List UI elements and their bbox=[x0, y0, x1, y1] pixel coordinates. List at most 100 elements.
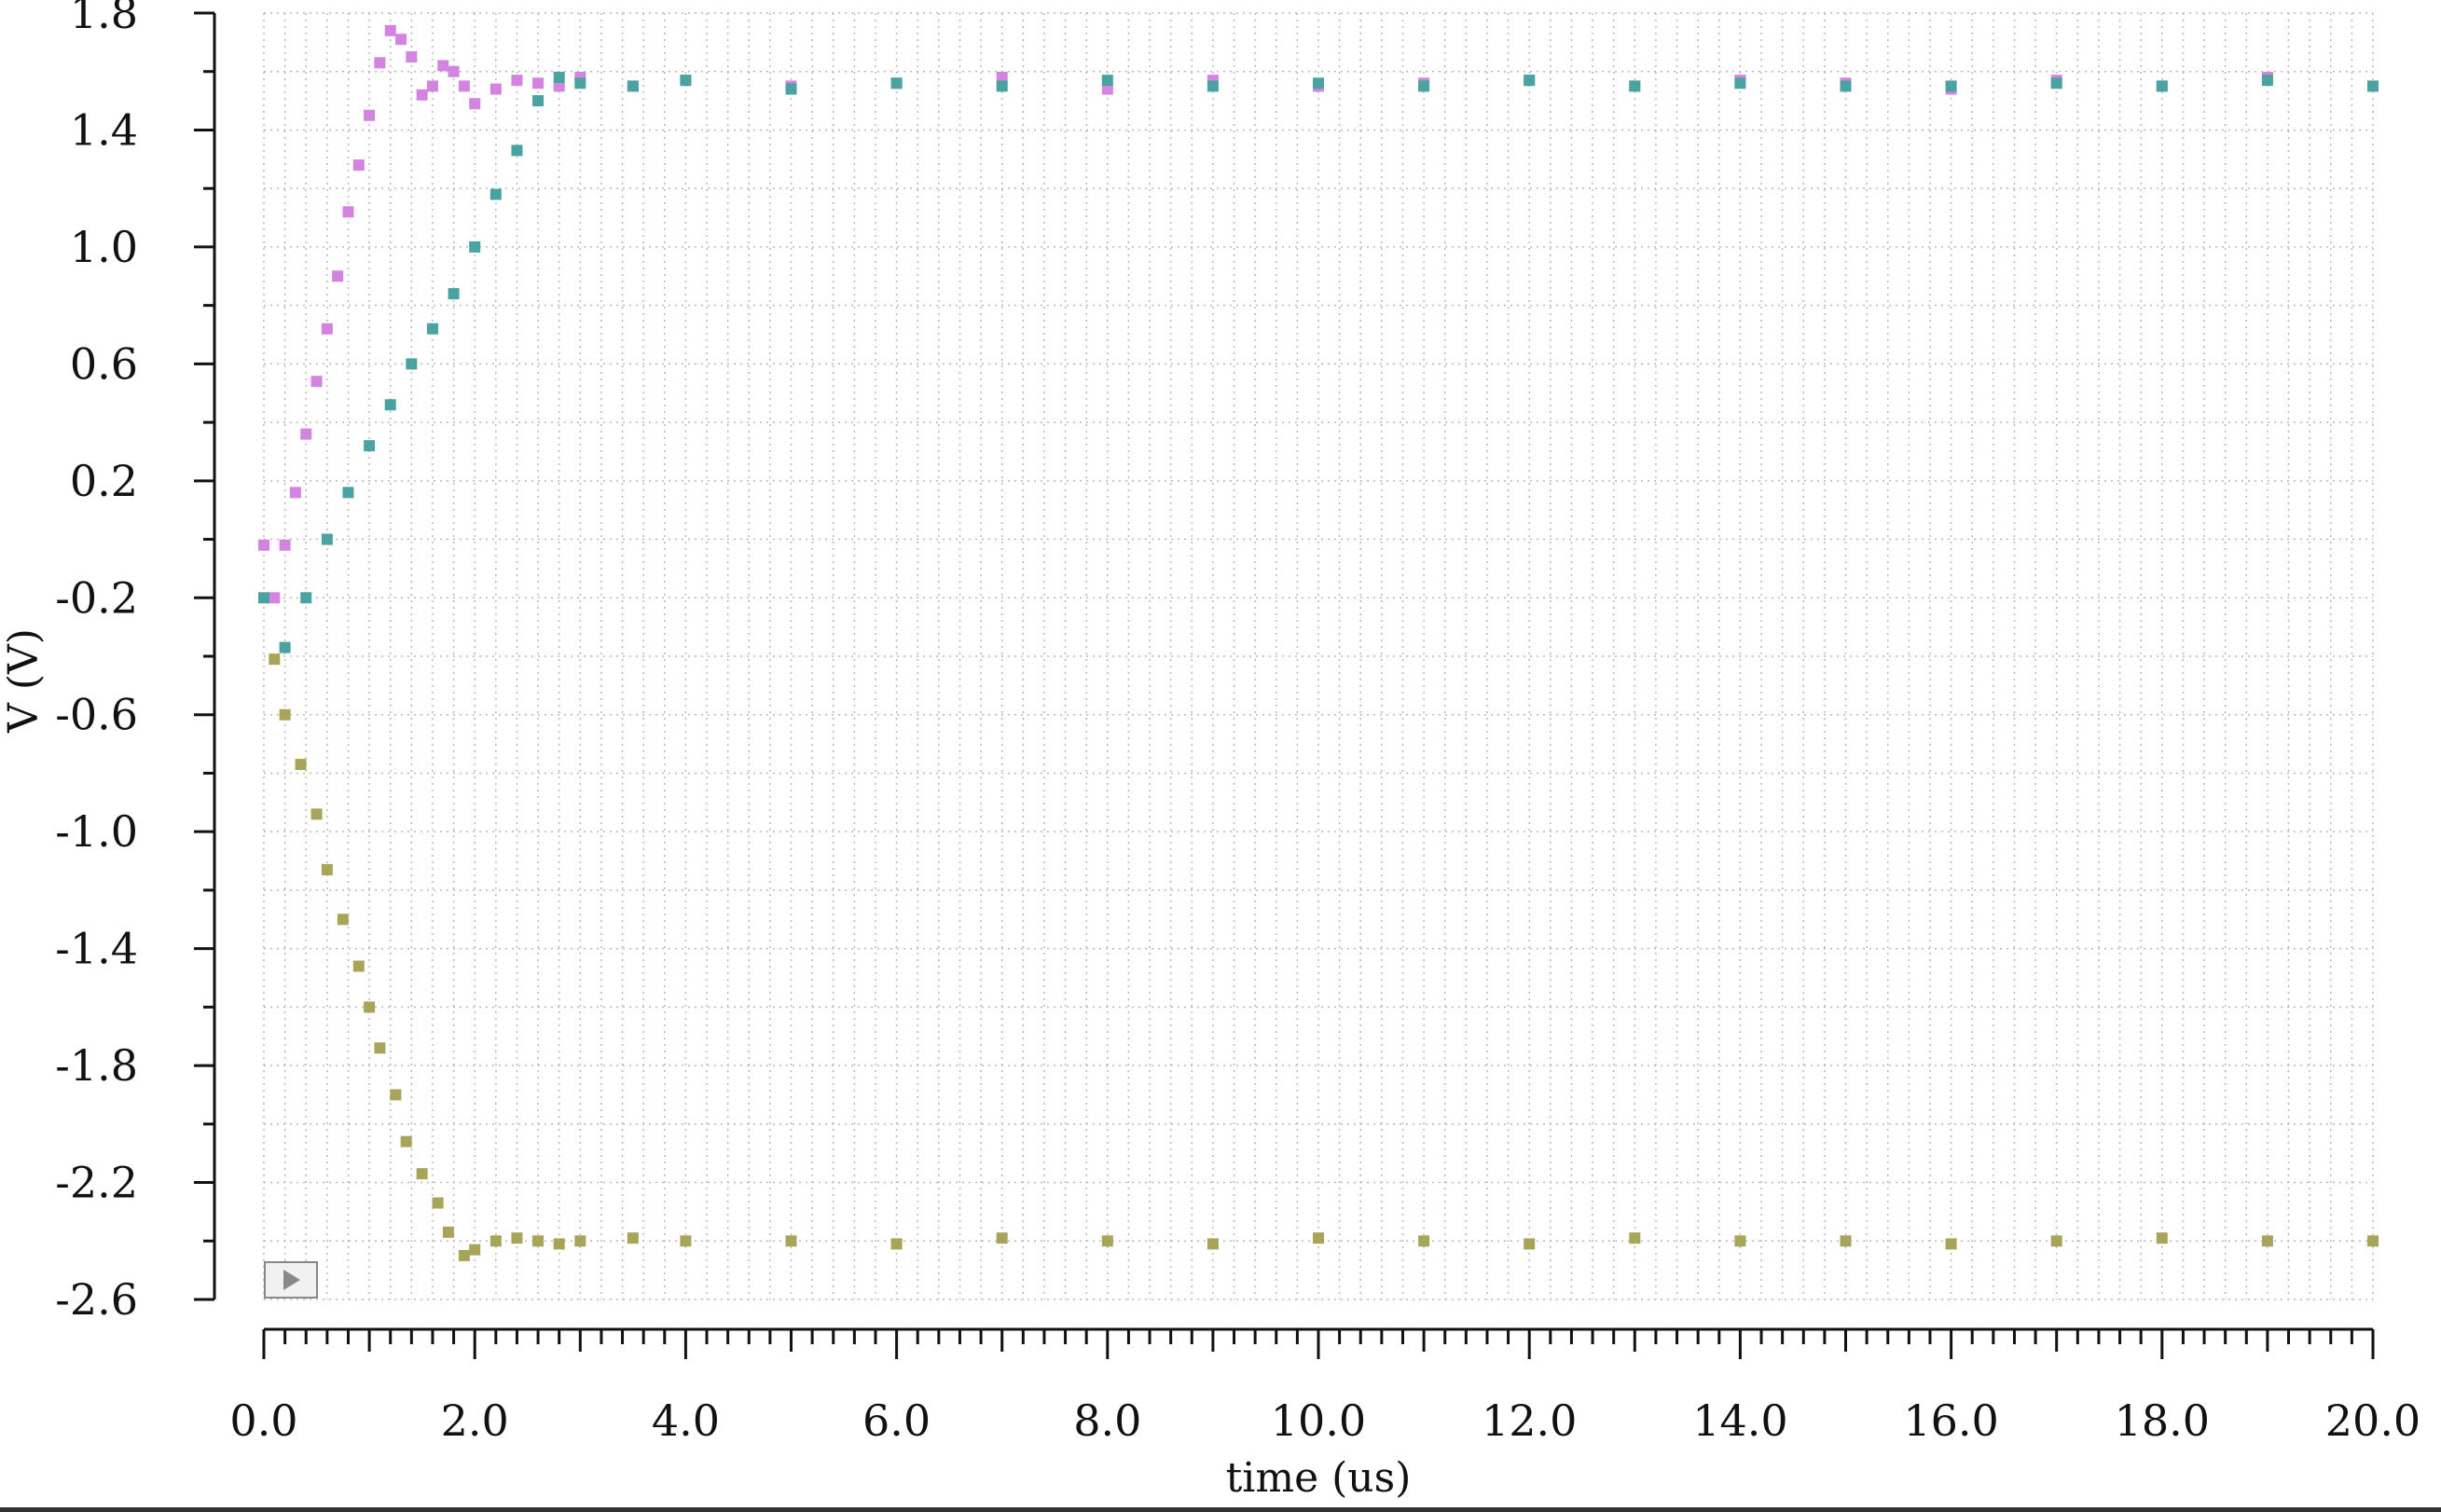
x-tick-label: 18.0 bbox=[2115, 1395, 2210, 1446]
axes: 1.8 1.4 1.0 0.6 0.2 -0.2 -0.6 -1.0 -1.4 -1.8 -2.2 -… bbox=[55, 0, 2420, 1446]
data-point bbox=[574, 1235, 586, 1247]
data-point bbox=[352, 960, 365, 972]
data-point bbox=[1418, 1235, 1430, 1247]
x-tick-label: 2.0 bbox=[441, 1395, 509, 1446]
data-point bbox=[532, 1235, 545, 1247]
data-point bbox=[2156, 1232, 2168, 1244]
data-point bbox=[342, 487, 354, 499]
data-point bbox=[680, 1235, 692, 1247]
data-point bbox=[2261, 1235, 2273, 1247]
series-3 bbox=[269, 653, 2379, 1261]
y-tick-label: -1.4 bbox=[55, 924, 138, 974]
data-point bbox=[406, 51, 418, 63]
bottom-border bbox=[0, 1507, 2441, 1512]
data-point bbox=[352, 159, 365, 172]
data-point bbox=[295, 759, 307, 771]
data-point bbox=[1524, 75, 1536, 87]
data-point bbox=[627, 1232, 639, 1244]
x-tick-label: 6.0 bbox=[862, 1395, 931, 1446]
data-point bbox=[442, 1226, 454, 1238]
x-tick-label: 4.0 bbox=[652, 1395, 720, 1446]
data-point bbox=[321, 323, 333, 335]
data-point bbox=[469, 98, 481, 110]
data-point bbox=[2261, 75, 2273, 87]
data-point bbox=[532, 77, 545, 89]
x-tick-label: 12.0 bbox=[1482, 1395, 1577, 1446]
play-button[interactable] bbox=[264, 1261, 318, 1299]
data-point bbox=[384, 399, 396, 411]
data-point bbox=[321, 533, 333, 545]
x-tick-label: 20.0 bbox=[2325, 1395, 2420, 1446]
data-point bbox=[1313, 77, 1324, 89]
data-point bbox=[458, 1249, 470, 1261]
x-tick-label: 16.0 bbox=[1903, 1395, 1998, 1446]
data-point bbox=[890, 1238, 903, 1250]
data-point bbox=[426, 80, 438, 92]
data-point bbox=[553, 72, 565, 83]
data-point bbox=[279, 539, 291, 551]
data-point bbox=[269, 592, 281, 604]
data-point bbox=[1629, 1232, 1641, 1244]
series-2 bbox=[258, 72, 2379, 653]
data-point bbox=[289, 487, 301, 499]
data-point bbox=[1734, 1235, 1746, 1247]
data-point bbox=[1101, 83, 1113, 95]
data-point bbox=[511, 144, 523, 157]
data-point bbox=[490, 1235, 502, 1247]
data-point bbox=[511, 1232, 523, 1244]
data-point bbox=[279, 641, 291, 653]
data-point bbox=[432, 1197, 444, 1209]
data-point bbox=[364, 1001, 376, 1013]
y-tick-label: 0.6 bbox=[70, 338, 138, 389]
data-point bbox=[458, 80, 470, 92]
data-point bbox=[532, 95, 545, 107]
data-point bbox=[300, 428, 312, 440]
x-tick-label: 0.0 bbox=[229, 1395, 297, 1446]
data-point bbox=[416, 1168, 428, 1180]
data-point bbox=[332, 270, 344, 282]
data-point bbox=[1101, 1235, 1113, 1247]
data-point bbox=[1524, 1238, 1536, 1250]
play-icon bbox=[283, 1270, 300, 1290]
data-point bbox=[310, 376, 323, 388]
x-tick-label: 14.0 bbox=[1692, 1395, 1787, 1446]
y-tick-label: -1.0 bbox=[55, 806, 138, 857]
data-point bbox=[269, 653, 281, 666]
y-tick-label: 1.0 bbox=[70, 222, 138, 272]
data-point bbox=[1313, 1232, 1324, 1244]
data-point bbox=[321, 863, 333, 875]
data-point bbox=[1945, 1238, 1957, 1250]
data-point bbox=[300, 592, 312, 604]
data-point bbox=[890, 77, 903, 89]
y-tick-label: 1.4 bbox=[70, 104, 138, 155]
data-point bbox=[490, 83, 502, 95]
data-point bbox=[258, 539, 269, 551]
y-tick-label: -2.6 bbox=[55, 1274, 138, 1325]
data-point bbox=[469, 241, 481, 253]
data-point bbox=[310, 808, 323, 820]
y-tick-label: 1.8 bbox=[70, 0, 138, 38]
data-point bbox=[680, 75, 692, 87]
data-point bbox=[553, 80, 565, 92]
series-layer bbox=[258, 24, 2379, 1261]
x-tick-label: 10.0 bbox=[1271, 1395, 1366, 1446]
data-point bbox=[1207, 80, 1219, 92]
data-point bbox=[364, 440, 376, 452]
x-tick-label: 8.0 bbox=[1073, 1395, 1141, 1446]
data-point bbox=[553, 1238, 565, 1250]
y-tick-label: -0.2 bbox=[55, 572, 138, 623]
data-point bbox=[258, 592, 269, 604]
data-point bbox=[2367, 1235, 2379, 1247]
y-tick-label: 0.2 bbox=[70, 456, 138, 506]
data-point bbox=[400, 1135, 412, 1148]
data-point bbox=[1629, 80, 1641, 92]
data-point bbox=[996, 80, 1008, 92]
data-point bbox=[390, 1089, 402, 1101]
data-point bbox=[2367, 80, 2379, 92]
data-point bbox=[2156, 80, 2168, 92]
data-point bbox=[574, 77, 586, 89]
data-point bbox=[996, 1232, 1008, 1244]
data-point bbox=[1840, 80, 1852, 92]
y-tick-label: -2.2 bbox=[55, 1158, 138, 1208]
